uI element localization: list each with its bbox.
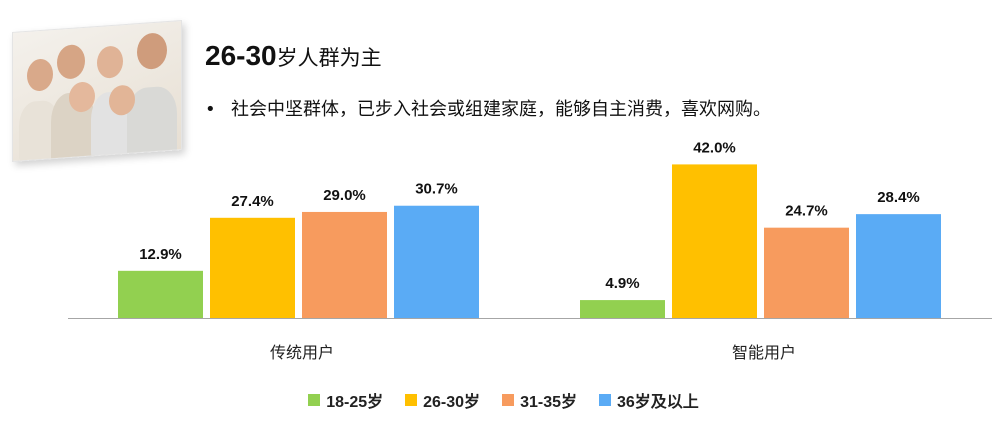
legend-item: 26-30岁 bbox=[405, 388, 480, 412]
bar-1-2 bbox=[210, 217, 295, 318]
legend-label: 36岁及以上 bbox=[617, 394, 699, 411]
bar-value-label: 29.0% bbox=[323, 187, 366, 204]
legend-swatch bbox=[502, 394, 515, 406]
title-bold: 26-30 bbox=[205, 40, 277, 71]
bar-value-label: 27.4% bbox=[231, 193, 274, 210]
bar-2-2 bbox=[672, 164, 757, 318]
chart-legend: 18-25岁 26-30岁 31-35岁 36岁及以上 bbox=[0, 388, 1007, 412]
legend-label: 31-35岁 bbox=[520, 394, 577, 411]
legend-swatch bbox=[599, 394, 611, 406]
legend-label: 26-30岁 bbox=[423, 394, 481, 411]
bar-value-label: 30.7% bbox=[415, 181, 458, 198]
legend-item: 31-35岁 bbox=[502, 388, 577, 412]
bar-2-4 bbox=[856, 214, 941, 318]
bullet-text: 社会中坚群体，已步入社会或组建家庭，能够自主消费，喜欢网购。 bbox=[231, 99, 771, 120]
bar-value-label: 12.9% bbox=[139, 246, 182, 263]
bar-1-1 bbox=[118, 270, 203, 318]
bullet-item: • 社会中坚群体，已步入社会或组建家庭，能够自主消费，喜欢网购。 bbox=[205, 95, 771, 121]
title-rest: 岁人群为主 bbox=[276, 46, 382, 70]
legend-item: 18-25岁 bbox=[308, 388, 383, 412]
bar-value-label: 24.7% bbox=[785, 203, 828, 220]
legend-item: 36岁及以上 bbox=[599, 388, 699, 412]
bullet-dot: • bbox=[205, 99, 216, 120]
bar-value-label: 28.4% bbox=[877, 189, 920, 206]
bar-1-3 bbox=[302, 211, 387, 318]
page-title: 26-30岁人群为主 bbox=[205, 40, 382, 72]
bar-2-1 bbox=[580, 300, 665, 318]
legend-label: 18-25岁 bbox=[326, 394, 384, 411]
category-label: 智能用户 bbox=[732, 343, 796, 362]
bar-value-label: 4.9% bbox=[605, 275, 639, 292]
bar-1-4 bbox=[394, 205, 479, 318]
bar-value-label: 42.0% bbox=[693, 139, 736, 156]
bar-2-3 bbox=[764, 227, 849, 318]
category-label: 传统用户 bbox=[270, 343, 334, 362]
bar-chart: 12.9% 27.4% 29.0% 30.7% 传统用户 4.9% 42.0% 24.7% 28… bbox=[68, 139, 992, 362]
legend-swatch bbox=[405, 394, 418, 406]
legend-swatch bbox=[308, 394, 321, 406]
